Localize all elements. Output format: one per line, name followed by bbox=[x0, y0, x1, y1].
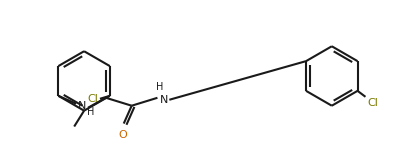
Text: N: N bbox=[160, 95, 168, 105]
Text: H: H bbox=[156, 82, 163, 92]
Text: O: O bbox=[118, 130, 127, 140]
Text: H: H bbox=[87, 107, 94, 117]
Text: Cl: Cl bbox=[367, 98, 378, 108]
Text: Cl: Cl bbox=[87, 94, 98, 104]
Text: N: N bbox=[78, 101, 87, 111]
